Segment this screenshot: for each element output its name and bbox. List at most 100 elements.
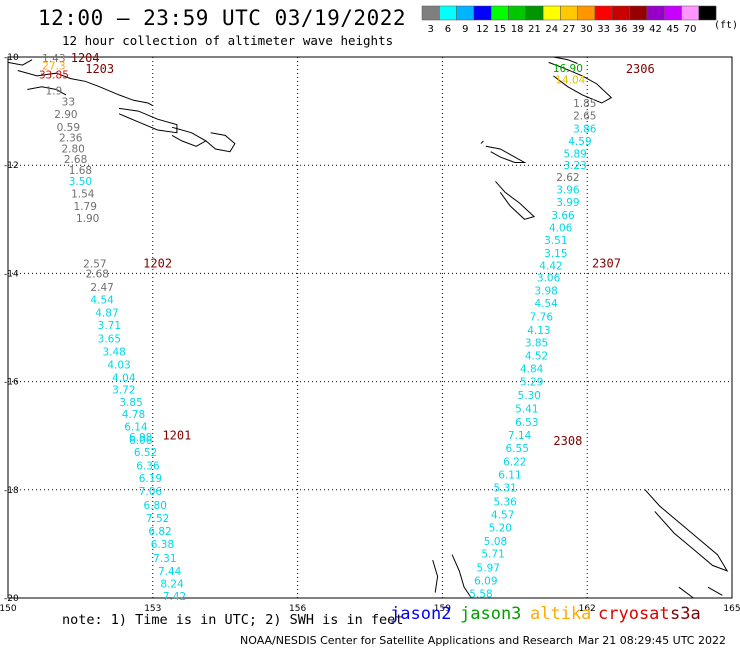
wave-height-value: 3.72 — [112, 385, 135, 397]
coastline — [644, 489, 729, 572]
coastline — [485, 145, 527, 163]
wave-height-value: 4.78 — [122, 409, 145, 421]
wave-height-value: 3.85 — [119, 397, 142, 409]
page-subtitle: 12 hour collection of altimeter wave hei… — [62, 33, 394, 48]
wave-height-value: 6.11 — [498, 470, 521, 482]
wave-height-value: 5.30 — [518, 390, 541, 402]
wave-height-colorbar: 3 6 9 12 15 18 21 24 27 30 33 36 39 42 45 70 — [421, 5, 717, 35]
wave-height-value: 27.3 — [42, 61, 65, 73]
colorbar-label: 27 — [563, 24, 576, 35]
colorbar-label: 15 — [493, 24, 506, 35]
wave-height-value: 14.04 — [555, 75, 585, 87]
wave-height-value: 2.62 — [556, 172, 579, 184]
colorbar-label: 42 — [649, 24, 662, 35]
lon-tick-label: 162 — [579, 604, 596, 614]
wave-height-value: 4.59 — [568, 136, 591, 148]
wave-height-value: 1.9 — [46, 86, 63, 98]
wave-height-value: 4.54 — [534, 298, 558, 310]
lat-tick-label: -14 — [4, 269, 19, 279]
lon-tick-label: 150 — [0, 604, 17, 614]
wave-height-value: 3.99 — [556, 197, 579, 209]
wave-height-value: 8.24 — [160, 578, 184, 590]
satellite-altika: altika — [530, 604, 592, 624]
colorbar-label: 18 — [511, 24, 524, 35]
colorbar-label: 30 — [580, 24, 593, 35]
coastline — [495, 181, 536, 220]
wave-height-value: 7.76 — [530, 312, 554, 324]
wave-height-value: 3.65 — [98, 333, 121, 345]
wave-height-value: 3.06 — [537, 273, 561, 285]
coastline — [205, 132, 236, 153]
lat-tick-label: -18 — [4, 486, 19, 496]
wave-height-value: 2.90 — [54, 109, 77, 121]
wave-height-value: 6.82 — [148, 526, 171, 538]
pass-time-label: 1204 — [71, 51, 100, 65]
wave-height-value: 5.71 — [481, 549, 504, 561]
wave-height-value: 2.68 — [86, 268, 109, 280]
footer-note: note: 1) Time is in UTC; 2) SWH is in fe… — [62, 612, 404, 628]
wave-height-value: 4.03 — [107, 359, 130, 371]
wave-height-value: 6.55 — [506, 443, 529, 455]
coastline — [432, 559, 439, 593]
coastline — [480, 140, 484, 144]
wave-height-value: 3.48 — [102, 346, 125, 358]
wave-height-value: 2.80 — [61, 143, 84, 155]
wave-height-value: 6.14 — [124, 422, 148, 434]
wave-height-value: 7.42 — [163, 591, 186, 603]
wave-height-value: 6.19 — [139, 473, 162, 485]
pass-time-label: 2306 — [626, 62, 655, 76]
wave-height-value: 0.59 — [57, 122, 80, 134]
wave-height-value: 3.15 — [544, 248, 567, 260]
footer-credit: NOAA/NESDIS Center for Satellite Applica… — [240, 634, 574, 647]
wave-height-value: 2.65 — [573, 110, 596, 122]
wave-height-value: 33 — [62, 96, 75, 108]
wave-height-value: 1.79 — [74, 201, 97, 213]
wave-height-value: 5.20 — [489, 523, 512, 535]
satellite-jason2: jason2 — [390, 604, 452, 624]
wave-height-value: 3.85 — [525, 338, 548, 350]
colorbar-label: 39 — [632, 24, 645, 35]
colorbar-units: (ft) — [714, 20, 739, 31]
lat-tick-label: -12 — [4, 161, 19, 171]
lon-tick-label: 156 — [289, 604, 306, 614]
wave-height-value: 6.80 — [144, 500, 167, 512]
wave-height-value: 3.66 — [551, 210, 575, 222]
wave-height-value: 7.31 — [153, 553, 176, 565]
wave-height-value: 2.57 — [83, 259, 106, 271]
wave-height-value: 1.43 — [42, 53, 65, 65]
colorbar-label: 33 — [597, 24, 610, 35]
coastline — [171, 126, 207, 147]
wave-height-value: 5.41 — [515, 404, 538, 416]
wave-height-value: 6.09 — [474, 576, 497, 588]
coastline — [118, 107, 178, 134]
wave-height-value: 1.54 — [71, 188, 95, 200]
wave-height-value: 7.14 — [508, 430, 532, 442]
wave-height-value: 1.85 — [573, 98, 596, 110]
lon-tick-label: 159 — [434, 604, 451, 614]
wave-height-value: 6.53 — [515, 417, 538, 429]
wave-height-value: 3.71 — [98, 320, 121, 332]
coastline — [17, 70, 154, 107]
wave-height-value: 2.68 — [64, 154, 87, 166]
satellite-cryosat: cryosat — [598, 604, 670, 624]
wave-height-value: 5.31 — [493, 483, 516, 495]
wave-height-value: 6.38 — [151, 539, 174, 551]
satellite-s3a: s3a — [670, 604, 701, 624]
wave-height-value: 4.06 — [549, 222, 573, 234]
wave-height-value: 3.98 — [534, 286, 557, 298]
wave-height-value: 4.54 — [90, 294, 114, 306]
wave-height-value: 5.97 — [477, 563, 500, 575]
lat-tick-label: -20 — [4, 594, 19, 604]
wave-height-value: 4.84 — [520, 364, 544, 376]
footer-timestamp: Mar 21 08:29:45 UTC 2022 — [578, 634, 726, 647]
wave-height-value: 1.90 — [76, 213, 99, 225]
wave-height-value: 5.08 — [484, 536, 507, 548]
wave-height-value: 4.04 — [112, 372, 136, 384]
coastline — [7, 59, 33, 66]
wave-height-value: 6.06 — [129, 435, 153, 447]
map-plot-area: 1.4327.333.851.9332.900.592.362.802.681.… — [7, 51, 733, 603]
coastline — [553, 56, 578, 64]
lon-tick-label: 153 — [144, 604, 161, 614]
colorbar-label: 36 — [615, 24, 628, 35]
